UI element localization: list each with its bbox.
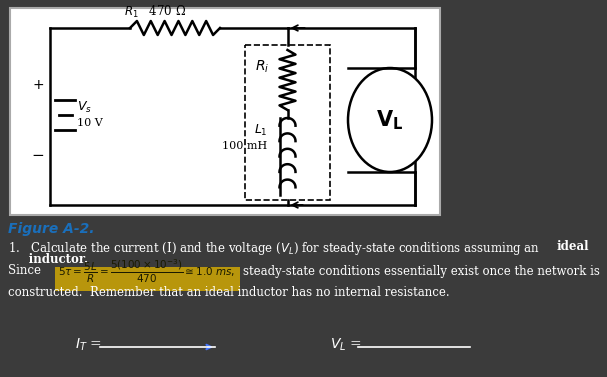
Text: $L_1$: $L_1$ — [254, 123, 268, 138]
Text: $R_1$   470 Ω: $R_1$ 470 Ω — [124, 4, 186, 20]
Text: $\mathbf{V_L}$: $\mathbf{V_L}$ — [376, 108, 404, 132]
Text: constructed.  Remember that an ideal inductor has no internal resistance.: constructed. Remember that an ideal indu… — [8, 286, 450, 299]
Text: $V_s$: $V_s$ — [77, 100, 92, 115]
Text: 10 V: 10 V — [77, 118, 103, 128]
Bar — [245, 45, 330, 200]
Text: inductor.: inductor. — [8, 253, 88, 266]
Text: Since: Since — [8, 265, 41, 277]
Text: +: + — [32, 78, 44, 92]
Text: $I_T$ =: $I_T$ = — [75, 337, 102, 353]
Text: 100 mH: 100 mH — [222, 141, 268, 151]
Ellipse shape — [348, 68, 432, 172]
Text: ideal: ideal — [557, 240, 589, 253]
Text: $R_i$: $R_i$ — [255, 59, 270, 75]
Text: steady-state conditions essentially exist once the network is: steady-state conditions essentially exis… — [243, 265, 600, 277]
Text: $5\tau = \dfrac{5L}{R} = \dfrac{5(100\times10^{-3})}{470} \cong 1.0\ ms,$: $5\tau = \dfrac{5L}{R} = \dfrac{5(100\ti… — [58, 257, 236, 285]
Text: 1.   Calculate the current (I) and the voltage ($V_L$) for steady-state conditio: 1. Calculate the current (I) and the vol… — [8, 240, 541, 257]
Text: −: − — [32, 147, 44, 162]
Bar — [55, 267, 240, 291]
Text: $V_L$ =: $V_L$ = — [330, 337, 362, 353]
Text: Figure A-2.: Figure A-2. — [8, 222, 95, 236]
Bar — [10, 8, 440, 215]
